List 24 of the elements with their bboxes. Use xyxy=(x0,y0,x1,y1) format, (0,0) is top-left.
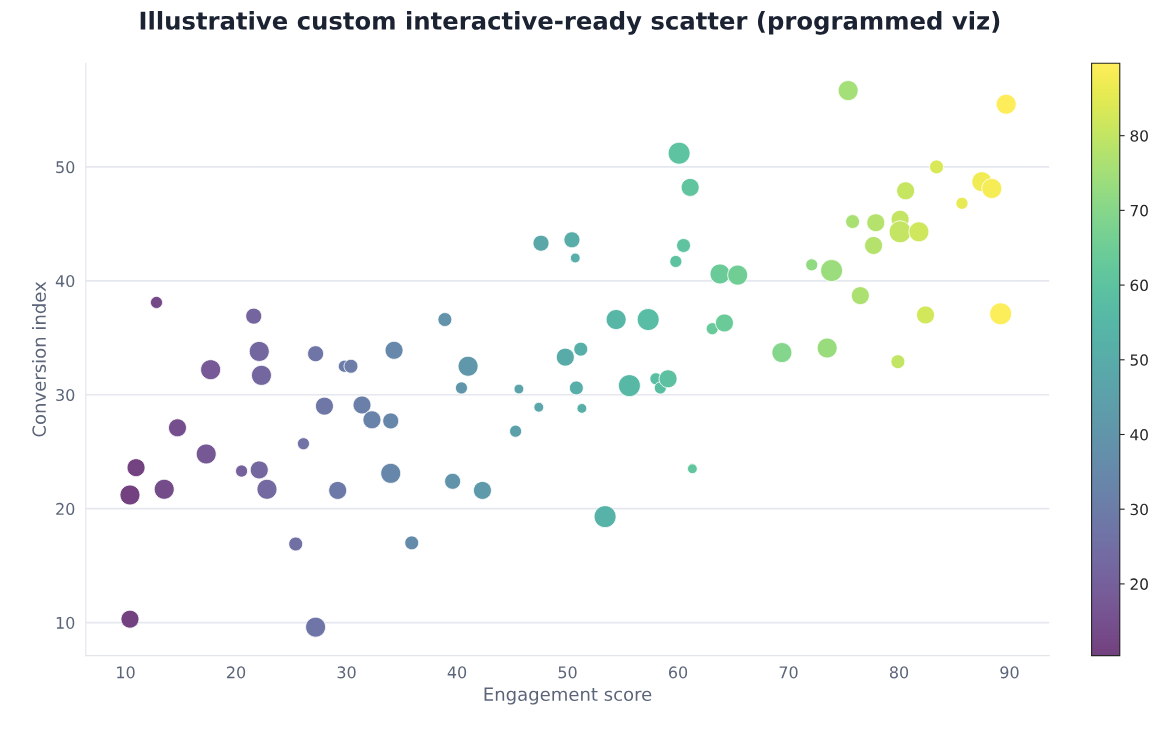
color-bar-label: 40 xyxy=(1130,428,1148,441)
x-tick-label: 60 xyxy=(668,666,688,679)
x-tick-label: 20 xyxy=(227,666,246,679)
x-tick-label: 40 xyxy=(447,666,467,679)
y-tick-label: 20 xyxy=(56,502,75,515)
color-bar-label: 60 xyxy=(1130,279,1148,292)
color-bar-label: 80 xyxy=(1130,130,1148,142)
color-bar-label: 30 xyxy=(1130,503,1148,516)
color-bar-label: 20 xyxy=(1130,578,1148,590)
color-bar-label: 70 xyxy=(1130,204,1148,217)
x-tick-label: 80 xyxy=(889,666,909,679)
y-tick-label: 40 xyxy=(55,275,75,288)
chart-title: Illustrative custom interactive-ready scatter (programmed viz) xyxy=(140,11,1000,35)
x-tick-label: 90 xyxy=(1000,666,1019,679)
x-tick-label: 50 xyxy=(558,666,577,679)
x-tick-label: 30 xyxy=(337,666,356,679)
y-tick-label: 50 xyxy=(56,161,75,174)
color-bar-label: 50 xyxy=(1130,354,1148,366)
x-tick-label: 10 xyxy=(117,666,135,679)
x-tick-label: 70 xyxy=(779,666,798,679)
y-tick-label: 30 xyxy=(56,388,75,402)
x-axis-title: Engagement score xyxy=(484,687,652,705)
y-axis-title: Conversion index xyxy=(32,281,46,437)
y-tick-label: 10 xyxy=(56,616,75,629)
